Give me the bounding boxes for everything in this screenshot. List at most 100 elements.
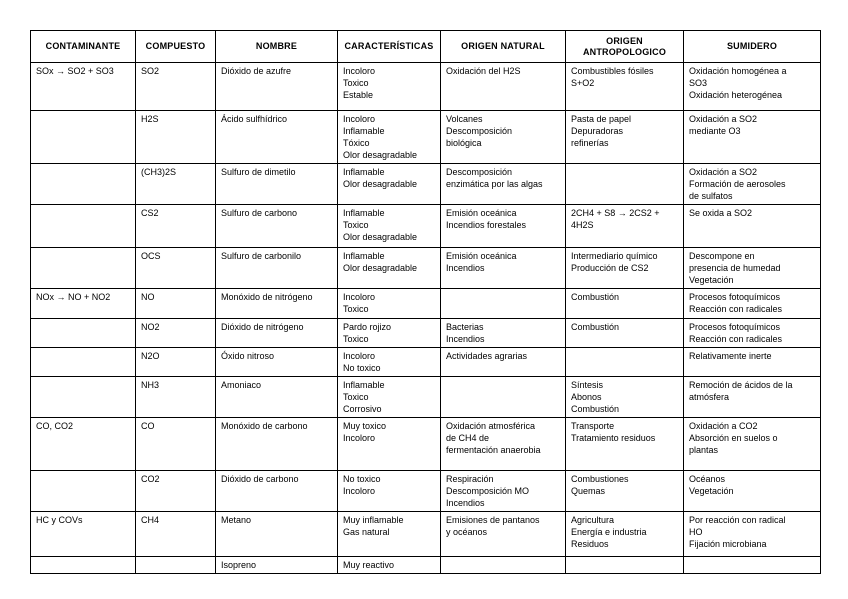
table-row-10: CO, CO2 CO Monóxido de carbono Muy toxico In… — [30, 417, 821, 471]
table-row-12: HC y COVs CH4 Metano Muy inflamable Gas natu… — [30, 511, 821, 557]
cell-origen-natural: Descomposición enzimática por las algas — [440, 163, 566, 205]
cell-line: Incendios — [446, 263, 485, 273]
cell-line: HC y COVs — [36, 515, 83, 525]
cell-contaminante — [30, 247, 136, 289]
column-header-contaminante: CONTAMINANTE — [30, 30, 136, 63]
cell-line: H2S — [141, 114, 159, 124]
cell-line: Bacterias — [446, 322, 484, 332]
cell-line: Corrosivo — [343, 404, 382, 414]
cell-origen-natural: Emisión oceánica Incendios — [440, 247, 566, 289]
cell-sumidero: Por reacción con radical HO Fijación micro… — [683, 511, 821, 557]
cell-caracteristicas: Muy inflamable Gas natural — [337, 511, 441, 557]
cell-nombre: Isopreno — [215, 556, 338, 574]
table-row-8: N2O Óxido nitroso Incoloro No toxico Activid… — [30, 347, 821, 377]
contaminants-table: CONTAMINANTE COMPUESTO NOMBRE CARACTERÍSTIC… — [30, 30, 821, 574]
cell-caracteristicas: Incoloro No toxico — [337, 347, 441, 377]
cell-sumidero: Se oxida a SO2 — [683, 204, 821, 248]
cell-line: NO — [141, 292, 155, 302]
cell-line: S+O2 — [571, 78, 595, 88]
cell-line: plantas — [689, 445, 719, 455]
cell-line: Inflamable — [343, 167, 385, 177]
cell-line: Metano — [221, 515, 252, 525]
cell-line: mediante O3 — [689, 126, 741, 136]
cell-nombre: Ácido sulfhídrico — [215, 110, 338, 164]
table-row-2: H2S Ácido sulfhídrico Incoloro Inflamable Tó… — [30, 110, 821, 164]
cell-line: NO2 — [141, 322, 160, 332]
cell-line: Inflamable — [343, 208, 385, 218]
cell-line: CO — [141, 421, 155, 431]
cell-origen-natural: Oxidación del H2S — [440, 62, 566, 111]
cell-nombre: Monóxido de nitrógeno — [215, 288, 338, 319]
cell-line: Océanos — [689, 474, 726, 484]
cell-line: Emisión oceánica — [446, 208, 517, 218]
cell-line: Descomposición MO — [446, 486, 530, 496]
column-header-caracteristicas: CARACTERÍSTICAS — [337, 30, 441, 63]
cell-sumidero: Oxidación a SO2 Formación de aerosoles de … — [683, 163, 821, 205]
cell-contaminante — [30, 347, 136, 377]
cell-nombre: Sulfuro de carbonilo — [215, 247, 338, 289]
cell-line: de sulfatos — [689, 191, 733, 201]
table-row-11: CO2 Dióxido de carbono No toxico Incoloro Re… — [30, 470, 821, 512]
cell-origen-antropologico: Transporte Tratamiento residuos — [565, 417, 684, 471]
cell-line: Gas natural — [343, 527, 390, 537]
cell-origen-antropologico — [565, 556, 684, 574]
cell-sumidero: Oxidación homogénea a SO3 Oxidación hetero… — [683, 62, 821, 111]
cell-line: NH3 — [141, 380, 160, 390]
cell-line: atmósfera — [689, 392, 730, 402]
cell-line: CO, CO2 — [36, 421, 74, 431]
cell-line: Incoloro — [343, 351, 376, 361]
cell-line: Olor desagradable — [343, 150, 418, 160]
cell-compuesto: CS2 — [135, 204, 216, 248]
cell-contaminante: CO, CO2 — [30, 417, 136, 471]
cell-nombre: Metano — [215, 511, 338, 557]
cell-caracteristicas: Inflamable Toxico Corrosivo — [337, 376, 441, 418]
cell-origen-natural: Oxidación atmosférica de CH4 de fermentaci… — [440, 417, 566, 471]
cell-line: SOx → SO2 + SO3 — [36, 66, 114, 76]
cell-origen-natural: Emisiones de pantanos y océanos — [440, 511, 566, 557]
cell-caracteristicas: No toxico Incoloro — [337, 470, 441, 512]
cell-origen-antropologico — [565, 163, 684, 205]
cell-compuesto: NO — [135, 288, 216, 319]
cell-line: CO2 — [141, 474, 160, 484]
cell-origen-natural — [440, 376, 566, 418]
cell-contaminante — [30, 556, 136, 574]
cell-line: Amoniaco — [221, 380, 262, 390]
cell-line: Oxidación a CO2 — [689, 421, 758, 431]
cell-sumidero: Descompone en presencia de humedad Vegetac… — [683, 247, 821, 289]
cell-line: Olor desagradable — [343, 179, 418, 189]
cell-origen-antropologico — [565, 347, 684, 377]
cell-line: Vegetación — [689, 486, 734, 496]
cell-line: OCS — [141, 251, 161, 261]
cell-line: Toxico — [343, 220, 369, 230]
cell-line: Muy inflamable — [343, 515, 404, 525]
cell-line: Actividades agrarias — [446, 351, 528, 361]
cell-nombre: Sulfuro de carbono — [215, 204, 338, 248]
cell-line: Muy reactivo — [343, 560, 395, 570]
cell-caracteristicas: Incoloro Toxico — [337, 288, 441, 319]
cell-line: Dióxido de azufre — [221, 66, 292, 76]
cell-line: Sulfuro de dimetilo — [221, 167, 296, 177]
cell-line: Intermediario químico — [571, 251, 658, 261]
cell-line: SO3 — [689, 78, 708, 88]
cell-line: 2CH4 + S8 → 2CS2 + — [571, 208, 660, 218]
cell-nombre: Sulfuro de dimetilo — [215, 163, 338, 205]
cell-contaminante — [30, 163, 136, 205]
cell-compuesto: NO2 — [135, 318, 216, 348]
cell-line: Tóxico — [343, 138, 370, 148]
cell-line: Olor desagradable — [343, 263, 418, 273]
cell-line: Reacción con radicales — [689, 304, 783, 314]
cell-nombre: Óxido nitroso — [215, 347, 338, 377]
cell-line: Depuradoras — [571, 126, 624, 136]
table-body: SOx → SO2 + SO3 SO2 Dióxido de azufre Incol… — [30, 62, 821, 574]
cell-origen-antropologico: Agricultura Energía e industria Residuos — [565, 511, 684, 557]
cell-line: Abonos — [571, 392, 602, 402]
table-row-7: NO2 Dióxido de nitrógeno Pardo rojizo Toxic… — [30, 318, 821, 348]
cell-line: Inflamable — [343, 251, 385, 261]
cell-line: Descomposición — [446, 126, 513, 136]
cell-origen-antropologico: Síntesis Abonos Combustión — [565, 376, 684, 418]
cell-line: Incoloro — [343, 486, 376, 496]
cell-line: Tratamiento residuos — [571, 433, 656, 443]
cell-line: Toxico — [343, 392, 369, 402]
cell-line: Incendios — [446, 334, 485, 344]
